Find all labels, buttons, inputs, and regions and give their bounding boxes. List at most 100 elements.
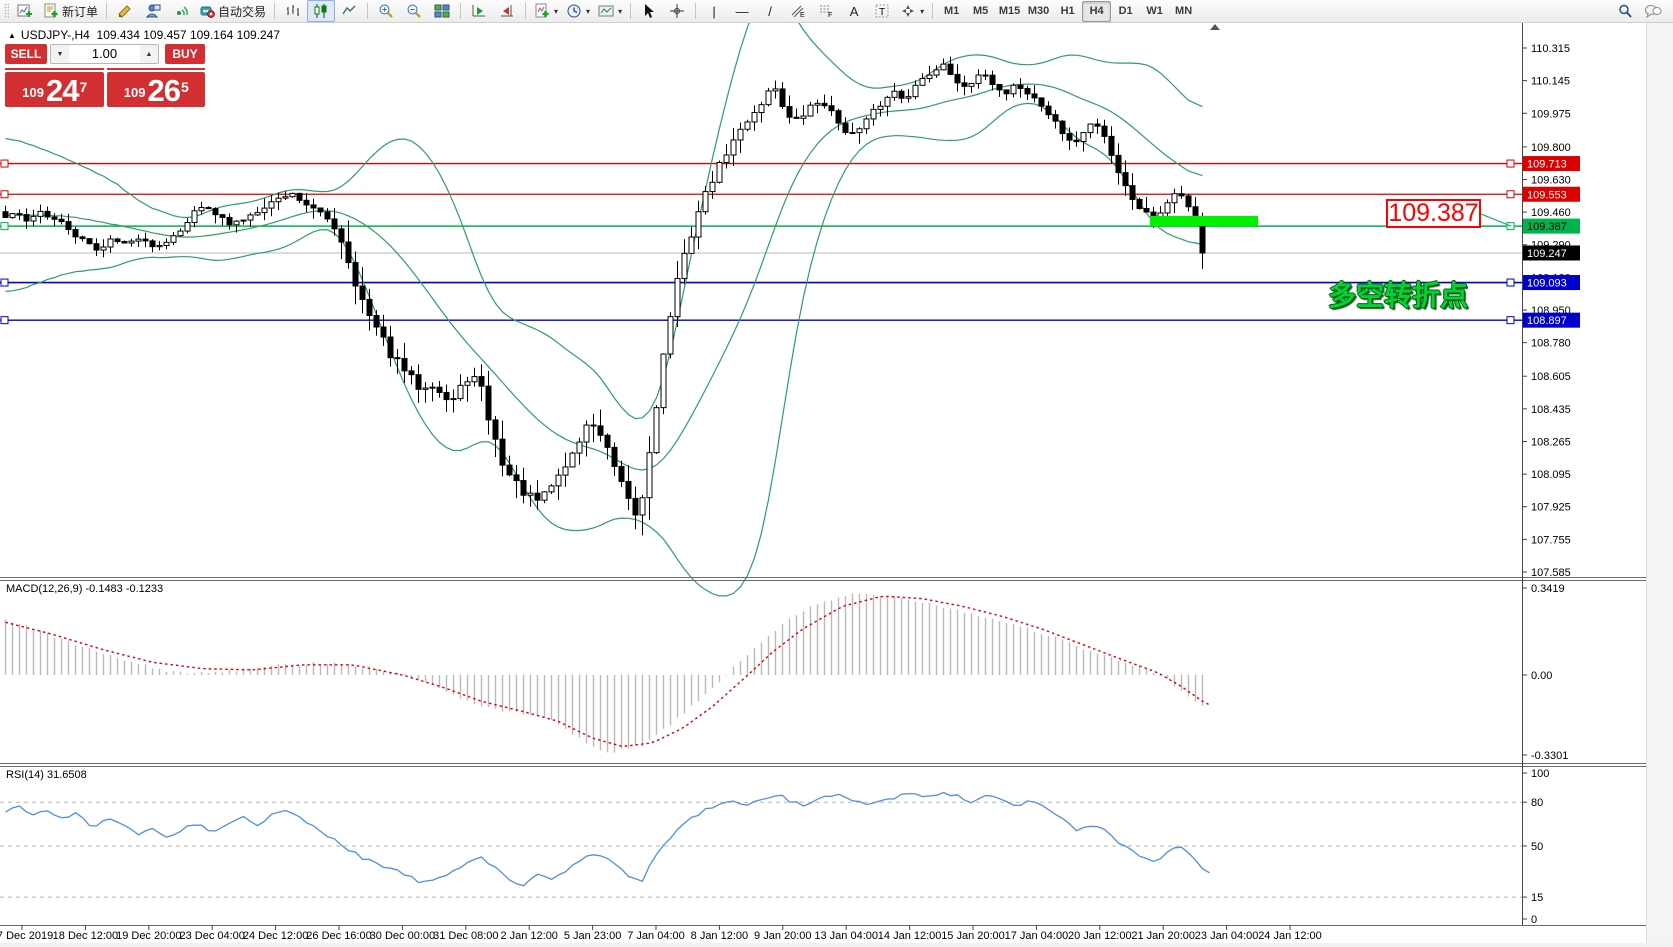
volume-increase-button[interactable]: ▲ bbox=[140, 45, 158, 63]
svg-text:109.247: 109.247 bbox=[1527, 248, 1567, 260]
time-tick-label: 21 Jan 20:00 bbox=[1131, 930, 1195, 942]
crosshair-button[interactable] bbox=[663, 0, 691, 22]
price-flag-109.553: 109.553 bbox=[1523, 186, 1580, 202]
timeframe-M5[interactable]: M5 bbox=[972, 5, 989, 17]
line-handle[interactable] bbox=[1506, 316, 1515, 325]
zoom-out-button[interactable] bbox=[400, 0, 428, 22]
periods-icon bbox=[567, 4, 581, 18]
timeframe-H4[interactable]: H4 bbox=[1082, 0, 1112, 22]
search-button[interactable] bbox=[1611, 0, 1639, 22]
metaeditor-button[interactable] bbox=[111, 0, 139, 22]
timeframe-M1[interactable]: M1 bbox=[943, 5, 960, 17]
templates-caret: ▾ bbox=[618, 6, 623, 16]
text-tool[interactable]: A bbox=[840, 0, 868, 22]
line-handle[interactable] bbox=[0, 222, 9, 231]
buy-price-button[interactable]: 109 26 5 bbox=[106, 72, 205, 107]
price-flag-109.093: 109.093 bbox=[1523, 275, 1580, 291]
arrows-tool[interactable]: ▾ bbox=[896, 0, 928, 22]
timeframe-MN[interactable]: MN bbox=[1175, 5, 1193, 17]
window-bottom-edge bbox=[0, 943, 1673, 947]
new-order-button[interactable]: 新订单 bbox=[39, 0, 102, 22]
timeframe-M15[interactable]: M15 bbox=[998, 5, 1021, 17]
bollinger-middle bbox=[5, 83, 1203, 471]
chart-surface[interactable] bbox=[0, 23, 1646, 943]
line-handle[interactable] bbox=[1506, 190, 1515, 199]
time-tick-label: 23 Dec 04:00 bbox=[179, 930, 244, 942]
price-tick-label: 109.800 bbox=[1531, 142, 1571, 154]
sell-price-button[interactable]: 109 24 7 bbox=[5, 72, 104, 107]
rsi-indicator-label: RSI(14) 31.6508 bbox=[6, 769, 87, 781]
signals-button[interactable] bbox=[167, 0, 195, 22]
line-handle[interactable] bbox=[0, 316, 9, 325]
toolbar-separator bbox=[274, 3, 276, 19]
fibonacci-tool[interactable]: F bbox=[812, 0, 840, 22]
auto-trading-button[interactable]: 自动交易 bbox=[195, 0, 270, 22]
toolbar-separator bbox=[695, 3, 697, 19]
zoom-in-button[interactable] bbox=[372, 0, 400, 22]
price-callout-box[interactable]: 109.387 bbox=[1386, 199, 1481, 228]
buy-price-base: 109 bbox=[123, 85, 146, 100]
horizontal-line-tool[interactable]: — bbox=[728, 0, 756, 22]
templates-button[interactable]: ▾ bbox=[594, 0, 626, 22]
line-handle[interactable] bbox=[0, 159, 9, 168]
timeframe-H1[interactable]: H1 bbox=[1060, 5, 1075, 17]
cursor-button[interactable] bbox=[635, 0, 663, 22]
time-tick-label: 24 Jan 12:00 bbox=[1258, 930, 1322, 942]
line-handle[interactable] bbox=[0, 190, 9, 199]
highlight-zone-rectangle[interactable] bbox=[1150, 215, 1258, 227]
svg-text:F: F bbox=[828, 12, 832, 19]
channel-tool[interactable]: E bbox=[784, 0, 812, 22]
sell-button[interactable]: SELL bbox=[5, 44, 47, 64]
macd-panel: 0.3419 0.00 -0.3301 bbox=[4, 583, 1568, 762]
collapse-triangle-icon[interactable]: ▲ bbox=[8, 31, 16, 40]
current-price-flag: 109.247 bbox=[1523, 245, 1580, 261]
chat-button[interactable] bbox=[1639, 0, 1667, 22]
line-chart-button[interactable] bbox=[335, 0, 363, 22]
trendline-tool[interactable]: / bbox=[756, 0, 784, 22]
volume-decrease-button[interactable]: ▼ bbox=[51, 45, 69, 63]
line-handle[interactable] bbox=[1506, 278, 1515, 287]
auto-scroll-button[interactable] bbox=[465, 0, 493, 22]
timeframe-W1[interactable]: W1 bbox=[1146, 5, 1163, 17]
callout-connector-line bbox=[1480, 213, 1512, 227]
bar-chart-button[interactable] bbox=[279, 0, 307, 22]
svg-text:109.093: 109.093 bbox=[1527, 278, 1567, 290]
rsi-axis-label: 0 bbox=[1531, 914, 1537, 926]
new-chart-button[interactable] bbox=[11, 0, 39, 22]
chart-shift-button[interactable] bbox=[493, 0, 521, 22]
buy-button[interactable]: BUY bbox=[165, 44, 205, 64]
indicators-button[interactable]: ▾ bbox=[530, 0, 562, 22]
svg-text:E: E bbox=[800, 12, 805, 19]
periods-button[interactable]: ▾ bbox=[562, 0, 594, 22]
bollinger-upper bbox=[5, 0, 1203, 420]
price-tick-label: 108.265 bbox=[1531, 436, 1571, 448]
candlestick-chart-button[interactable] bbox=[307, 0, 336, 22]
auto-scroll-icon bbox=[472, 5, 486, 17]
new-chart-icon bbox=[17, 4, 32, 17]
tile-windows-button[interactable] bbox=[428, 0, 456, 22]
line-handle[interactable] bbox=[1506, 159, 1515, 168]
sell-underline bbox=[5, 68, 104, 70]
svg-text:109.713: 109.713 bbox=[1527, 159, 1567, 171]
community-button[interactable] bbox=[139, 0, 167, 22]
time-tick-label: 8 Jan 12:00 bbox=[691, 930, 749, 942]
svg-text:T: T bbox=[879, 7, 885, 18]
svg-text:108.897: 108.897 bbox=[1527, 315, 1567, 327]
volume-value[interactable]: 1.00 bbox=[91, 46, 118, 61]
timeframe-D1[interactable]: D1 bbox=[1118, 5, 1133, 17]
channel-icon: E bbox=[791, 5, 805, 19]
ohlc-values: 109.434 109.457 109.164 109.247 bbox=[96, 28, 281, 42]
timeframe-M30[interactable]: M30 bbox=[1027, 5, 1050, 17]
turning-point-annotation[interactable]: 多空转折点 bbox=[1328, 280, 1469, 311]
time-tick-label: 14 Jan 12:00 bbox=[878, 930, 942, 942]
vertical-line-tool[interactable]: | bbox=[700, 0, 728, 22]
label-tool[interactable]: T bbox=[868, 0, 896, 22]
sell-price-pips: 24 bbox=[45, 73, 79, 108]
toolbar-separator bbox=[460, 3, 462, 19]
price-tick-label: 107.755 bbox=[1531, 534, 1571, 546]
macd-values: -0.1483 -0.1233 bbox=[85, 583, 164, 595]
line-handle[interactable] bbox=[0, 278, 9, 287]
search-icon bbox=[1619, 4, 1632, 18]
